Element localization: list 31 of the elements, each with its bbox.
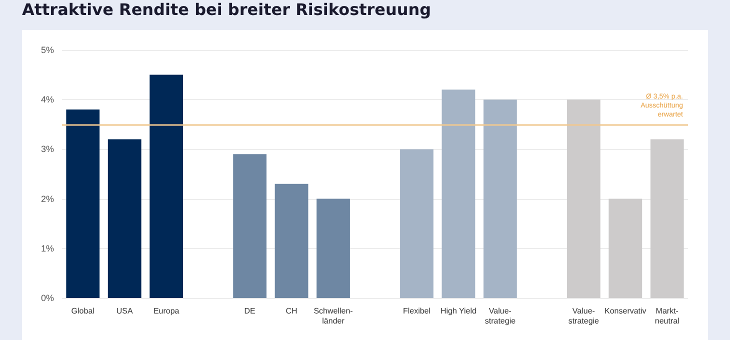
y-tick-label: 1% [40,243,54,254]
x-tick-label: Value- strategie [484,306,516,326]
x-tick-label: Schwellen- länder [314,306,354,326]
bar [400,149,434,298]
bar [274,184,308,298]
bar [608,198,642,298]
x-tick-label: Global [71,306,95,316]
y-tick-label: 0% [40,293,54,303]
bar [650,139,684,298]
x-tick-label: Flexibel [402,306,431,316]
bar [316,198,350,298]
x-tick-label: USA [116,306,134,316]
bar [484,100,517,298]
x-tick-label: Markt- neutral [654,306,680,326]
chart-title: Attraktive Rendite bei breiter Risikostreuung [22,0,432,19]
y-tick-label: 4% [40,94,54,105]
x-tick-label: CH [286,306,298,316]
y-tick-label: 3% [40,144,54,154]
bar [233,154,266,298]
bar [566,100,600,298]
x-tick-label: Europa [153,306,180,316]
y-tick-label: 2% [40,194,54,204]
x-tick-label: DE [244,306,256,316]
x-tick-label: High Yield [440,306,476,316]
bar [150,74,184,298]
bar [66,110,100,298]
y-tick-label: 5% [40,45,54,55]
x-tick-label: Konservativ [604,306,646,316]
bar [442,90,476,298]
bar [108,139,142,298]
x-tick-label: Value- strategie [568,306,600,326]
